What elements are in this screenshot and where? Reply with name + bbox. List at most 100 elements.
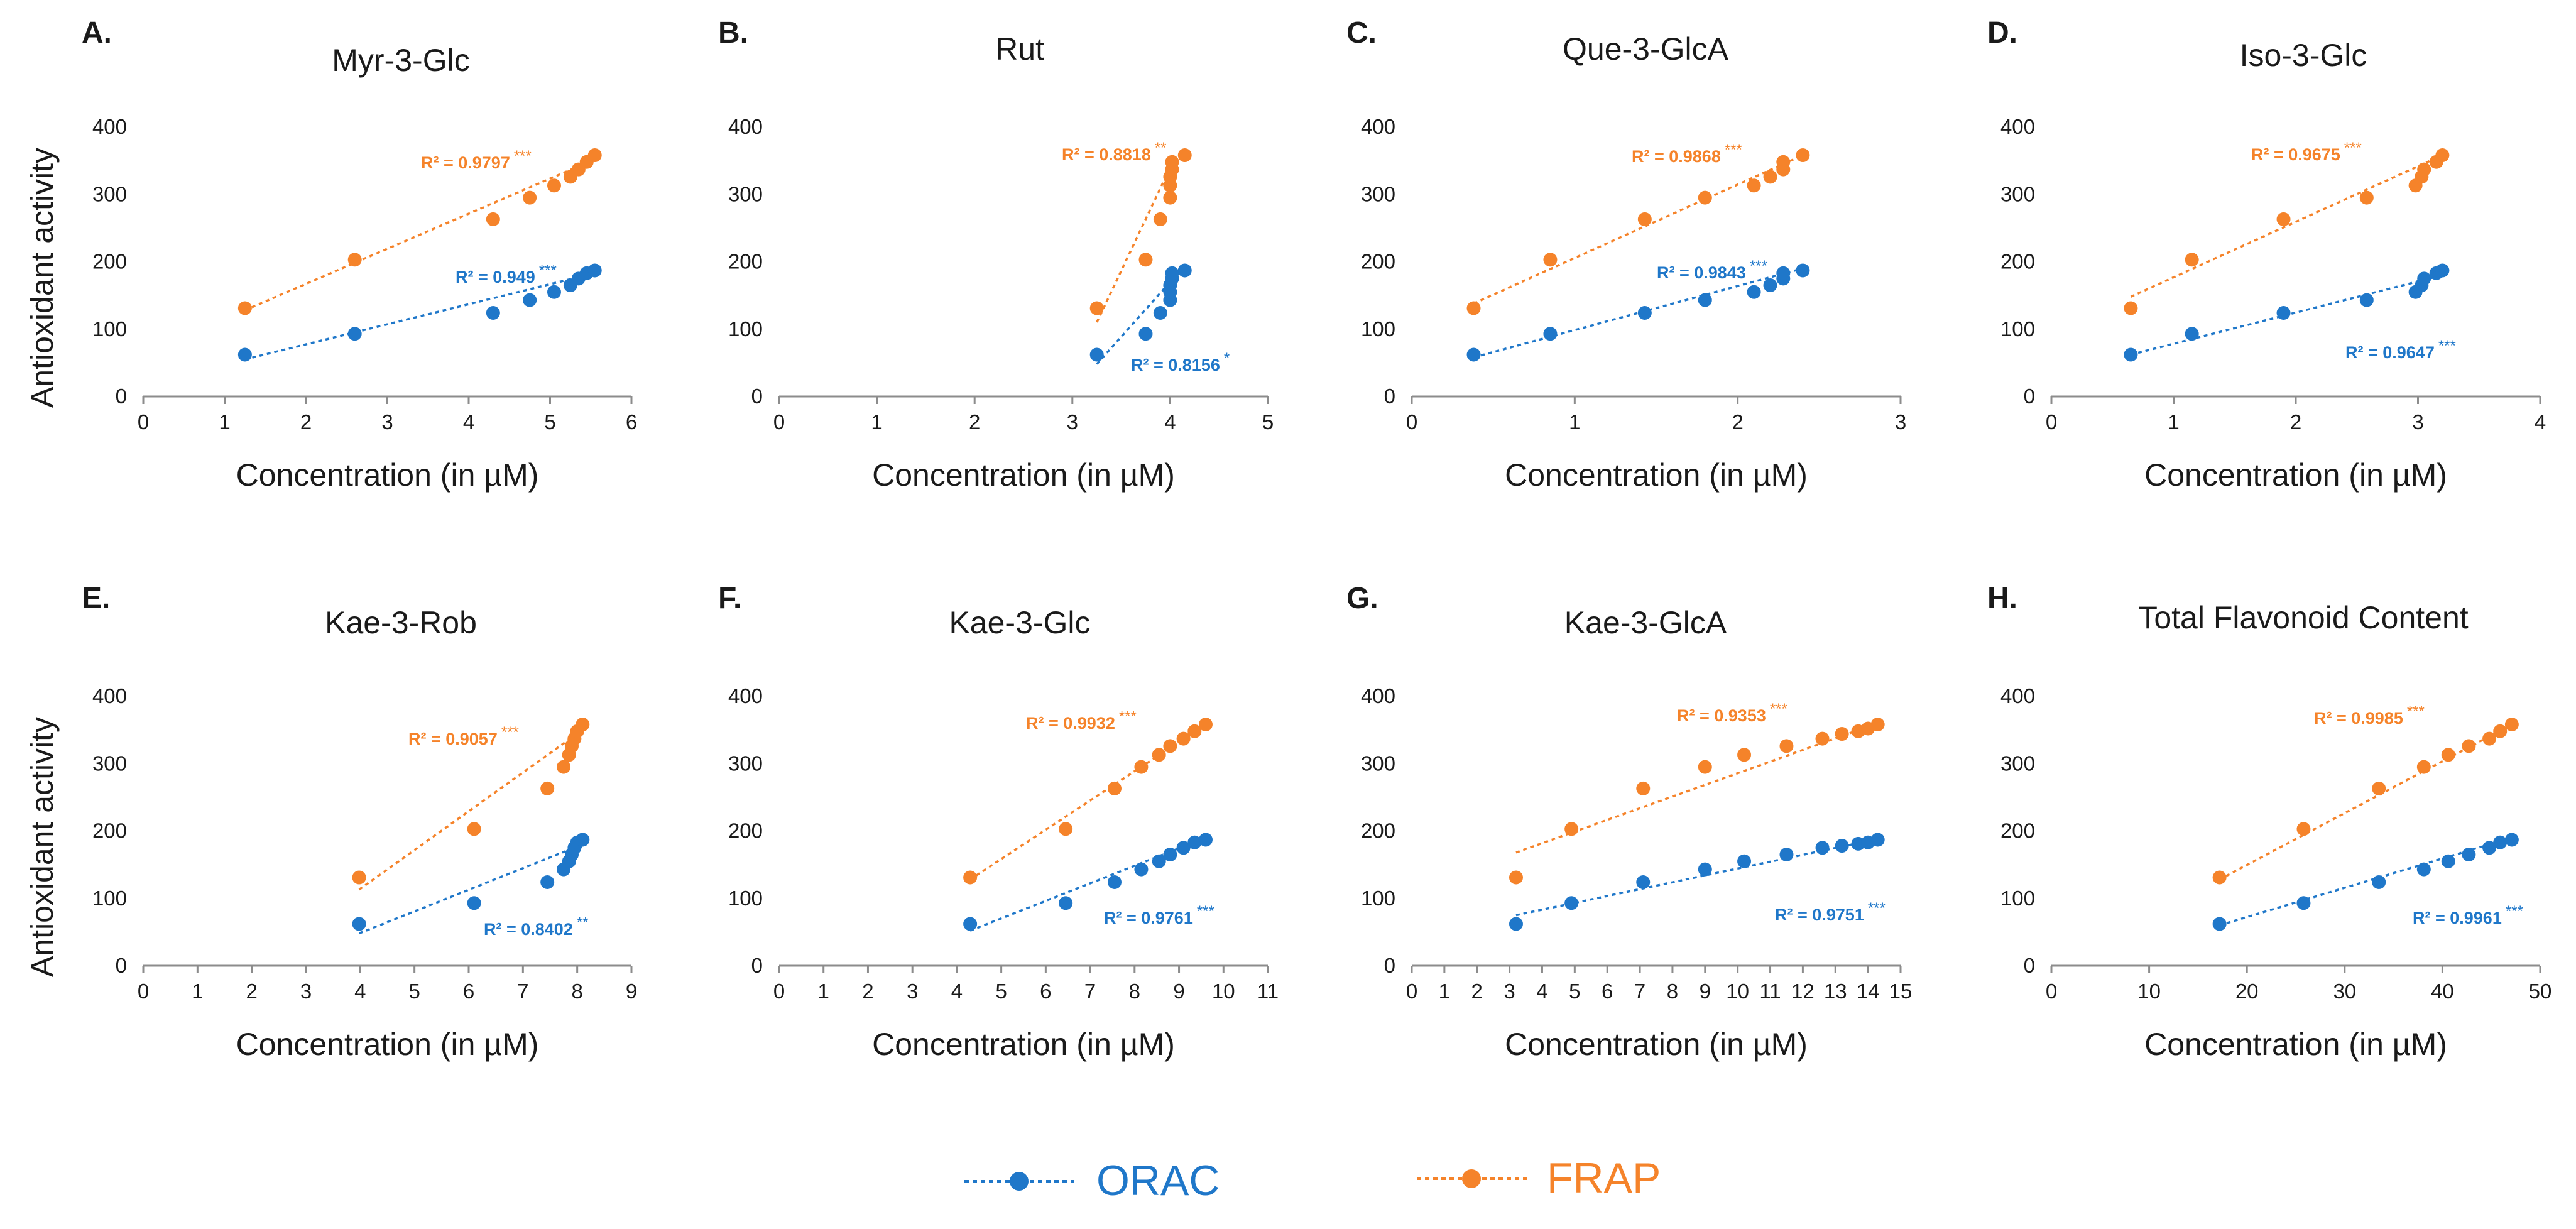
chart-panel-1: A. Myr-3-Glc 0 1 2 3 4 5 6 0 100 200 300 400 Concentra… bbox=[82, 16, 637, 493]
orac-data-point bbox=[587, 263, 602, 278]
x-tick-label: 8 bbox=[1667, 980, 1678, 1003]
frap-data-point bbox=[1163, 190, 1177, 205]
frap-trendline bbox=[1096, 156, 1176, 323]
orac-significance: * bbox=[1224, 350, 1230, 367]
frap-data-point bbox=[1165, 155, 1179, 169]
orac-data-point bbox=[1636, 875, 1651, 890]
y-tick-label: 400 bbox=[1361, 115, 1395, 138]
orac-data-point bbox=[1776, 266, 1791, 280]
y-tick-label: 100 bbox=[1361, 317, 1395, 341]
frap-data-point bbox=[1187, 724, 1202, 738]
frap-data-point bbox=[1763, 170, 1777, 184]
chart-panel-4: D. Iso-3-Glc 0 1 2 3 4 0 100 200 300 400 Concentrati… bbox=[1987, 16, 2546, 493]
panel-label: F. bbox=[718, 582, 741, 615]
frap-r2-label: R² = 0.9675 *** bbox=[2251, 139, 2362, 164]
frap-data-point bbox=[1835, 727, 1849, 741]
x-tick-label: 5 bbox=[408, 980, 420, 1003]
orac-data-point bbox=[2435, 263, 2450, 278]
orac-data-point bbox=[1059, 896, 1073, 910]
orac-significance: *** bbox=[2438, 337, 2456, 354]
orac-trendline bbox=[1096, 275, 1176, 365]
x-tick-label: 0 bbox=[1406, 410, 1417, 434]
frap-data-point bbox=[1176, 731, 1191, 746]
frap-data-point bbox=[237, 301, 252, 315]
orac-data-point bbox=[540, 875, 555, 890]
panel-label: B. bbox=[718, 16, 748, 50]
orac-significance: ** bbox=[577, 914, 589, 931]
y-tick-label: 100 bbox=[728, 317, 763, 341]
orac-data-point bbox=[2416, 862, 2431, 877]
frap-data-point bbox=[1107, 781, 1122, 795]
orac-data-point bbox=[1835, 839, 1849, 853]
x-tick-label: 8 bbox=[1129, 980, 1140, 1003]
orac-significance: *** bbox=[1868, 900, 1886, 917]
orac-r2-label: R² = 0.9751 *** bbox=[1775, 900, 1886, 924]
y-tick-label: 300 bbox=[2000, 751, 2035, 775]
frap-data-point bbox=[576, 718, 590, 732]
frap-data-point bbox=[1163, 739, 1177, 753]
frap-data-point bbox=[1698, 190, 1712, 205]
frap-data-point bbox=[2493, 724, 2508, 738]
frap-data-point bbox=[1779, 739, 1794, 753]
panel-label: C. bbox=[1346, 16, 1377, 50]
orac-data-point bbox=[1198, 833, 1213, 847]
frap-r2-label: R² = 0.9057 *** bbox=[408, 724, 519, 748]
frap-data-point bbox=[352, 870, 366, 885]
x-tick-label: 6 bbox=[626, 410, 637, 434]
x-axis-label: Concentration (in µM) bbox=[872, 1027, 1175, 1062]
frap-significance: *** bbox=[2344, 139, 2362, 156]
x-tick-label: 1 bbox=[1439, 980, 1450, 1003]
frap-data-point bbox=[540, 781, 555, 795]
orac-data-point bbox=[1466, 347, 1481, 362]
orac-data-point bbox=[2372, 875, 2386, 890]
x-tick-label: 2 bbox=[1732, 410, 1743, 434]
x-tick-label: 5 bbox=[1262, 410, 1274, 434]
y-tick-label: 200 bbox=[728, 250, 763, 273]
orac-data-point bbox=[2441, 854, 2455, 868]
x-tick-label: 2 bbox=[862, 980, 873, 1003]
y-tick-label: 300 bbox=[1361, 751, 1395, 775]
y-tick-label: 0 bbox=[751, 954, 763, 977]
y-tick-label: 400 bbox=[92, 684, 127, 707]
x-tick-label: 1 bbox=[818, 980, 829, 1003]
x-tick-label: 2 bbox=[300, 410, 312, 434]
x-tick-label: 10 bbox=[1212, 980, 1235, 1003]
orac-data-point bbox=[2462, 848, 2476, 862]
frap-significance: *** bbox=[1725, 141, 1742, 158]
orac-data-point bbox=[1698, 293, 1712, 307]
panel-label: G. bbox=[1346, 582, 1378, 615]
x-tick-label: 2 bbox=[2290, 410, 2301, 434]
frap-trendline bbox=[358, 729, 584, 891]
y-tick-label: 100 bbox=[2000, 887, 2035, 910]
orac-data-point bbox=[1107, 875, 1122, 890]
frap-data-point bbox=[1543, 253, 1558, 267]
x-tick-label: 3 bbox=[907, 980, 918, 1003]
orac-data-point bbox=[963, 917, 978, 931]
x-tick-label: 3 bbox=[2412, 410, 2423, 434]
x-tick-label: 3 bbox=[1504, 980, 1515, 1003]
chart-title: Que-3-GlcA bbox=[1563, 31, 1729, 67]
frap-data-point bbox=[347, 253, 362, 267]
x-axis-label: Concentration (in µM) bbox=[872, 457, 1175, 493]
orac-data-point bbox=[1564, 896, 1579, 910]
y-tick-label: 400 bbox=[92, 115, 127, 138]
x-axis-label: Concentration (in µM) bbox=[2144, 457, 2447, 493]
y-tick-label: 0 bbox=[2024, 954, 2035, 977]
orac-data-point bbox=[1152, 854, 1166, 868]
orac-data-point bbox=[347, 327, 362, 341]
frap-data-point bbox=[2435, 148, 2450, 163]
x-tick-label: 1 bbox=[1569, 410, 1580, 434]
frap-data-point bbox=[1698, 760, 1712, 774]
frap-data-point bbox=[1153, 212, 1167, 226]
frap-data-point bbox=[1089, 301, 1104, 315]
x-tick-label: 1 bbox=[871, 410, 882, 434]
x-tick-label: 5 bbox=[1569, 980, 1580, 1003]
frap-data-point bbox=[587, 148, 602, 163]
orac-data-point bbox=[1763, 278, 1777, 293]
frap-r2-label: R² = 0.8818 ** bbox=[1062, 139, 1167, 164]
y-axis-label-row2: Antioxidant activity bbox=[25, 717, 60, 977]
orac-data-point bbox=[1153, 306, 1167, 320]
orac-data-point bbox=[1543, 327, 1558, 341]
orac-data-point bbox=[1637, 306, 1652, 320]
orac-data-point bbox=[1509, 917, 1523, 931]
